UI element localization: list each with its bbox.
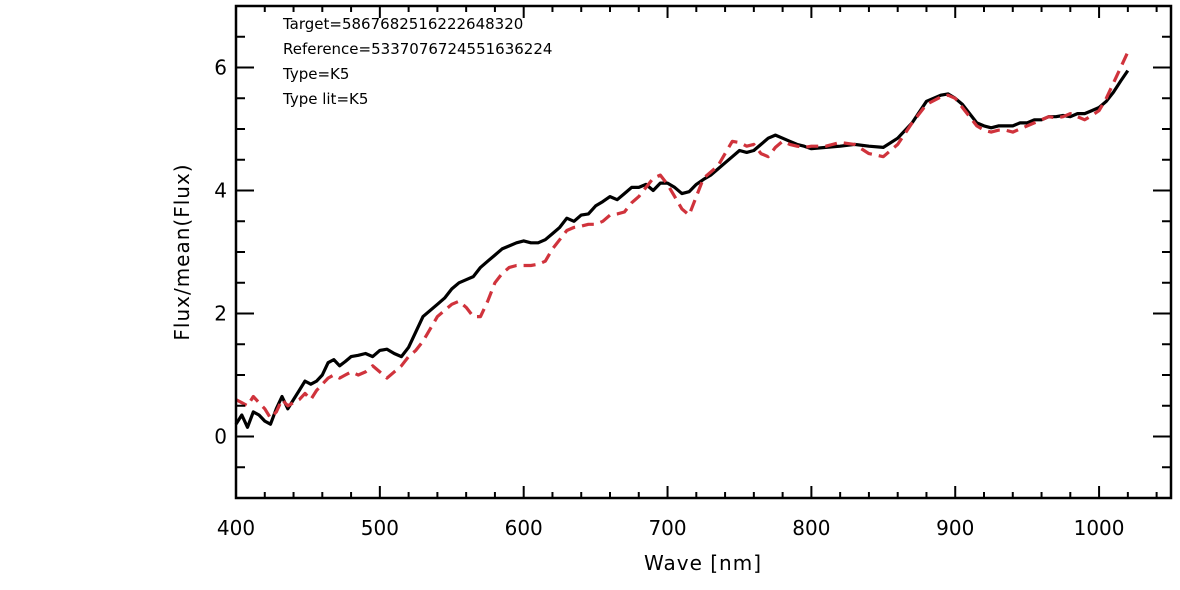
- x-tick-label: 400: [217, 516, 255, 540]
- x-tick-label: 500: [361, 516, 399, 540]
- x-tick-label: 700: [648, 516, 686, 540]
- annotation-text: Target=5867682516222648320: [282, 15, 523, 33]
- series-layer: [234, 51, 1130, 429]
- y-tick-label: 4: [214, 179, 227, 203]
- annotation-text: Reference=5337076724551636224: [283, 40, 552, 58]
- x-tick-label: 600: [505, 516, 543, 540]
- y-tick-label: 6: [214, 56, 227, 80]
- x-tick-label: 900: [936, 516, 974, 540]
- y-tick-label: 0: [214, 425, 227, 449]
- series-line-1: [234, 69, 1130, 429]
- annotation-text: Type lit=K5: [282, 90, 368, 108]
- series-line-2: [235, 51, 1130, 420]
- plot-frame: [234, 4, 1173, 500]
- x-axis-label: Wave [nm]: [644, 551, 762, 575]
- x-tick-label: 800: [792, 516, 830, 540]
- annotation-layer: Target=5867682516222648320 Reference=5337…: [282, 15, 552, 108]
- x-tick-label: 1000: [1074, 516, 1125, 540]
- y-tick-label: 2: [214, 302, 227, 326]
- y-axis-label: Flux/mean(Flux): [170, 163, 194, 340]
- tick-layer: 400 500 600 700 800 900 1000 0 2 4 6: [214, 5, 1171, 540]
- annotation-text: Type=K5: [282, 65, 349, 83]
